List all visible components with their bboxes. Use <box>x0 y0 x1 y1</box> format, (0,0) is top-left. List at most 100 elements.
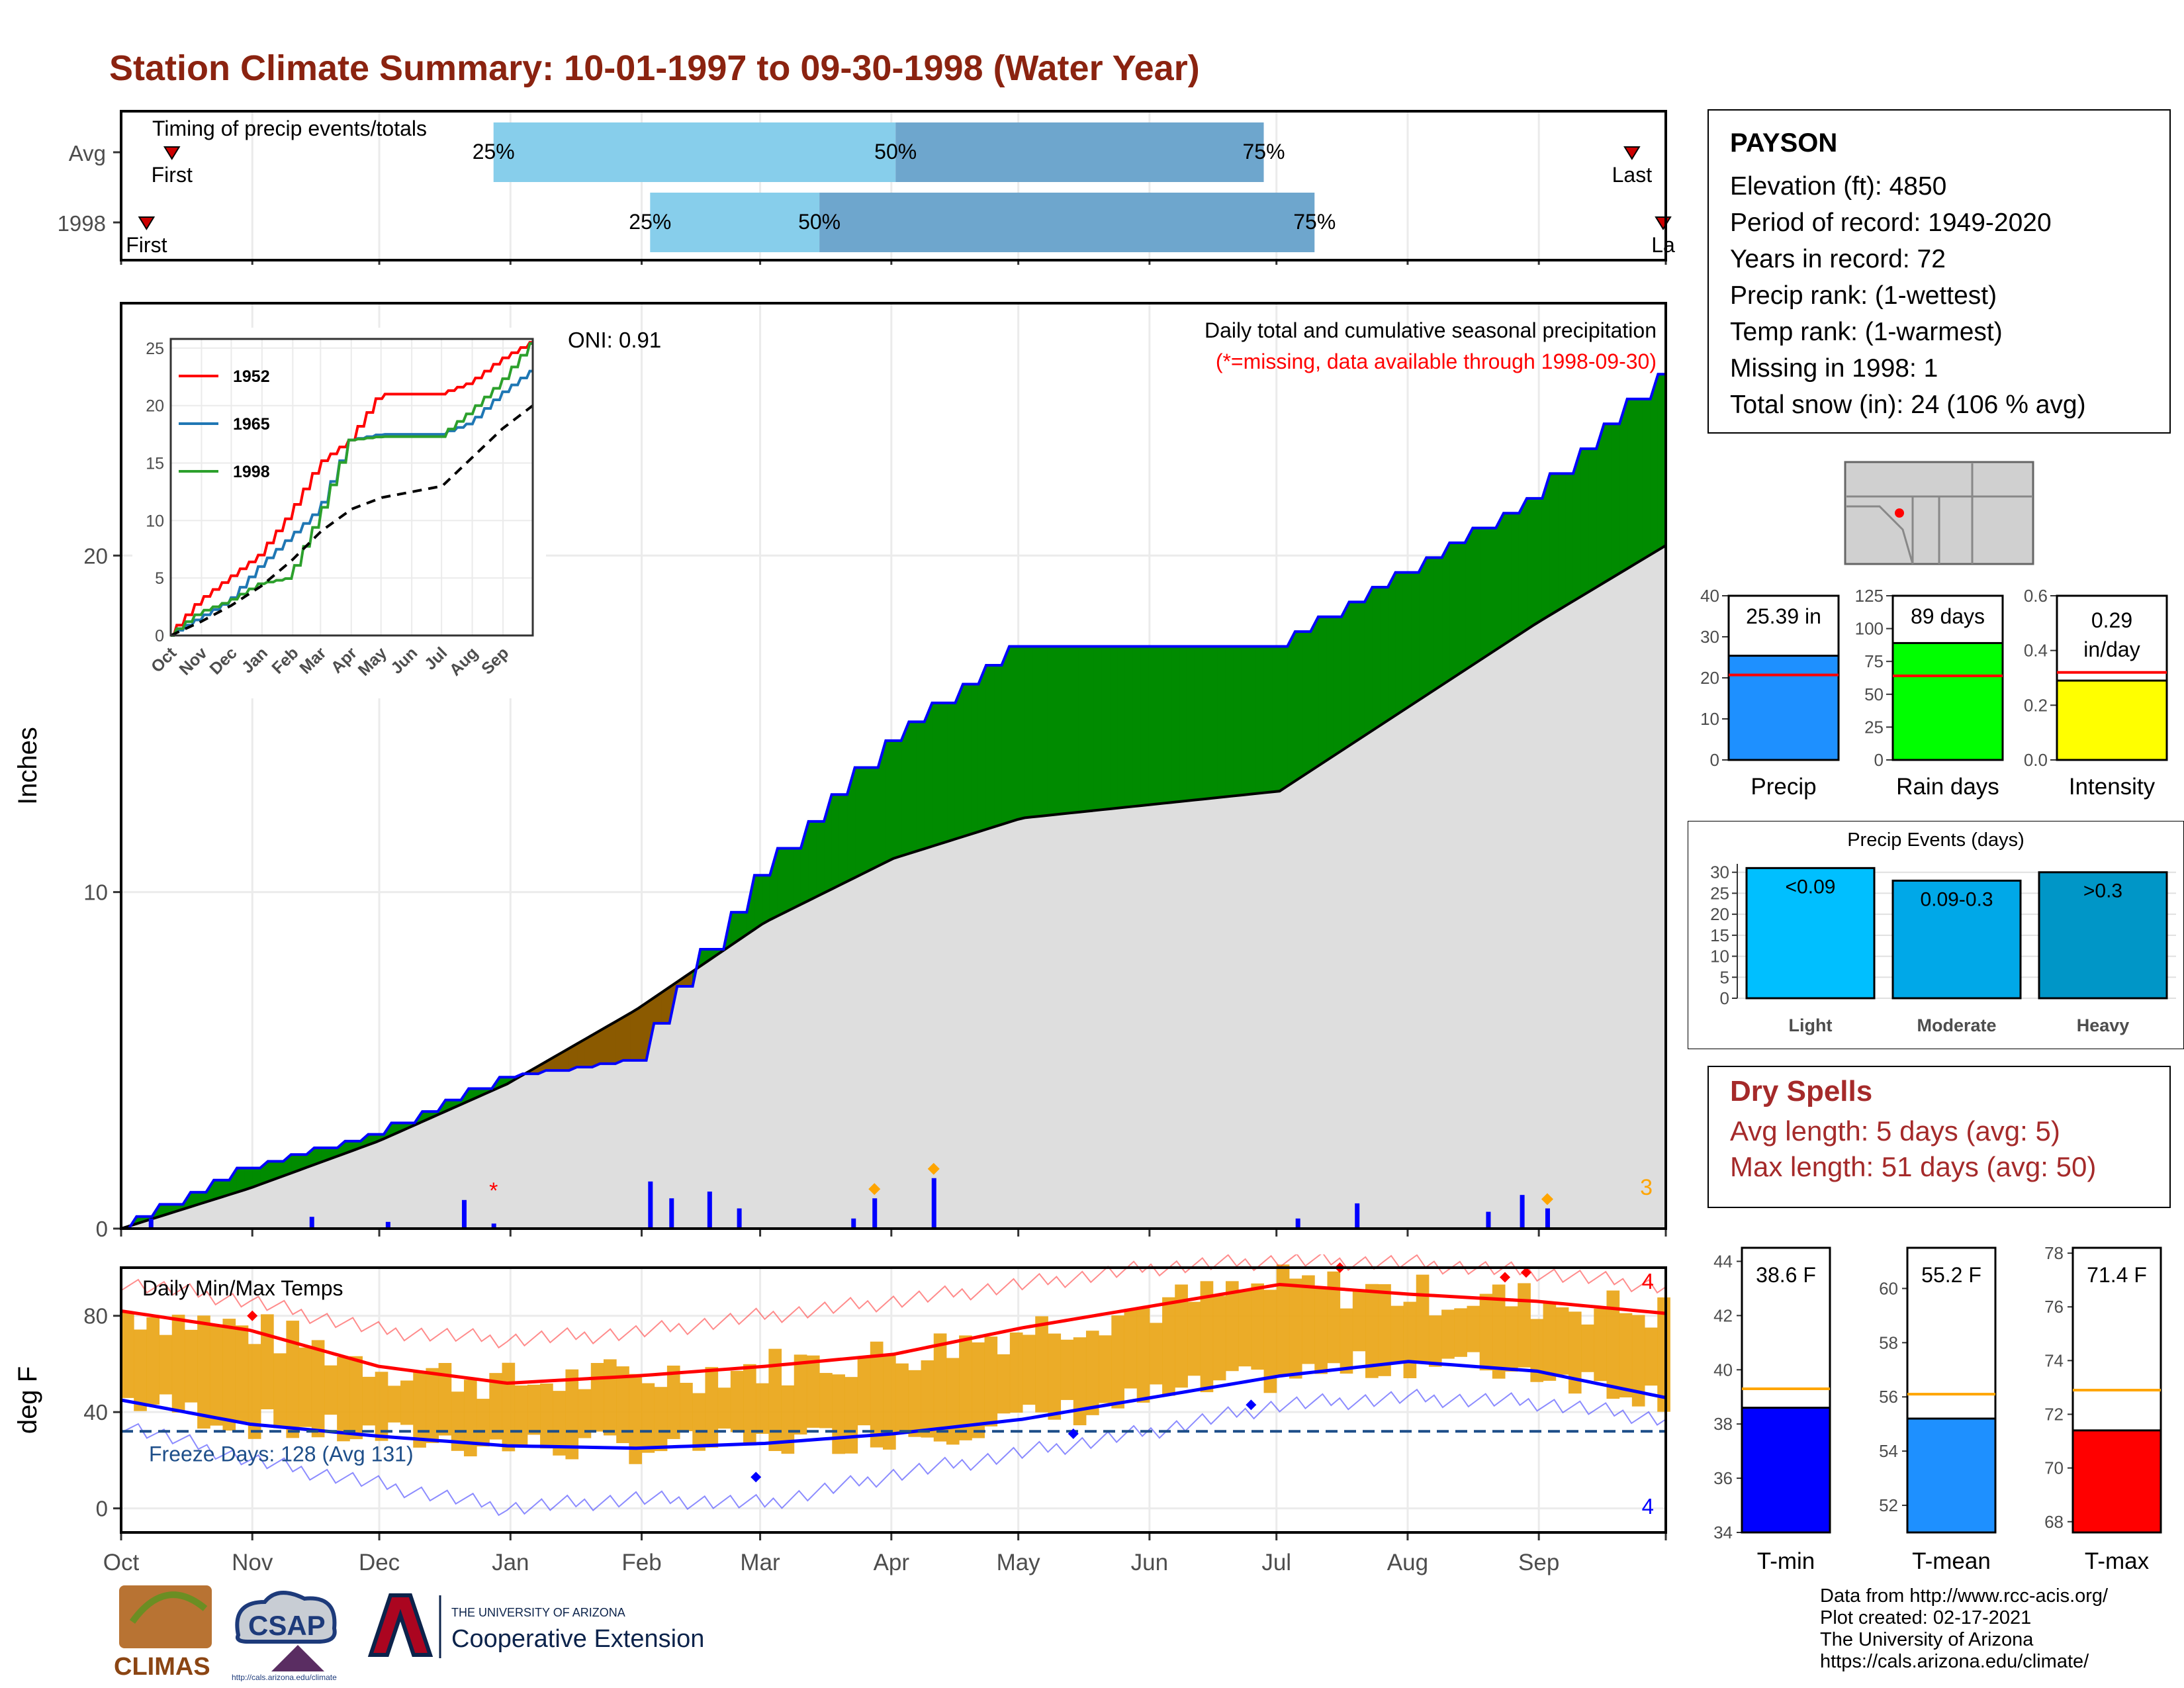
daily-temp-range-bar <box>1441 1309 1455 1359</box>
inset-y-tick-label: 20 <box>146 397 164 416</box>
precip-surplus-area <box>1379 586 1388 726</box>
info-missing: Missing in 1998: 1 <box>1730 354 1938 383</box>
daily-temp-range-bar <box>959 1335 972 1440</box>
daily-temp-range-bar <box>1276 1264 1290 1375</box>
precip-surplus-area <box>1047 646 1056 816</box>
precip-surplus-area <box>1140 646 1149 806</box>
temp-bar-y-tick-label: 38 <box>1713 1414 1733 1434</box>
daily-temp-range-bar <box>565 1369 579 1460</box>
daily-temp-range-bar <box>717 1387 731 1429</box>
daily-temp-range-bar <box>781 1385 795 1454</box>
credits: Data from http://www.rcc-acis.org/ Plot … <box>1820 1585 2108 1673</box>
precip-surplus-area <box>1326 616 1334 762</box>
summary-y-tick-label: 125 <box>1855 586 1884 606</box>
precip-surplus-area <box>978 665 987 833</box>
daily-precip-bar <box>309 1217 314 1229</box>
precip-deficit-area <box>623 1012 631 1061</box>
events-bar-label: <0.09 <box>1786 876 1836 898</box>
precip-surplus-area <box>1225 646 1234 798</box>
station-name: PAYSON <box>1730 128 1838 158</box>
precip-surplus-area <box>808 821 817 902</box>
temp-bar-y-tick-label: 60 <box>1879 1278 1898 1298</box>
temp-bar-y-tick-label: 78 <box>2044 1243 2064 1263</box>
month-label: May <box>997 1550 1041 1575</box>
info-elevation: Elevation (ft): 4850 <box>1730 172 1947 201</box>
inset-legend-label: 1952 <box>233 367 270 386</box>
precip-surplus-area <box>1063 646 1071 814</box>
temp-chart: Oct Nov Dec Jan Feb Mar Apr May Jun Jul Aug Sep 0 40 8… <box>13 1254 1670 1575</box>
summary-bar-precip <box>1727 655 1840 761</box>
daily-temp-range-bar <box>413 1372 426 1448</box>
precip-surplus-area <box>1619 399 1628 574</box>
precip-surplus-area <box>1433 557 1443 691</box>
daily-temp-range-bar <box>768 1348 782 1452</box>
precip-surplus-area <box>939 702 948 845</box>
temp-bar-y-tick-label: 40 <box>1713 1360 1733 1380</box>
daily-temp-range-bar <box>1200 1281 1214 1393</box>
daily-temp-range-bar <box>286 1321 300 1438</box>
precip-surplus-area <box>1604 423 1612 584</box>
daily-temp-range-bar <box>997 1354 1011 1414</box>
summary-bar-category: Precip <box>1751 774 1816 800</box>
precip-surplus-area <box>924 702 933 849</box>
temp-y-tick-label: 80 <box>83 1304 108 1329</box>
daily-temp-range-bar <box>1492 1284 1506 1379</box>
precip-surplus-area <box>1488 528 1496 656</box>
daily-temp-range-bar <box>819 1373 833 1429</box>
precip-surplus-area <box>1263 646 1273 794</box>
record-precip-marker <box>927 1162 940 1175</box>
temp-bar-y-tick-label: 74 <box>2044 1350 2064 1370</box>
daily-temp-range-bar <box>463 1380 477 1457</box>
temp-bar-y-tick-label: 52 <box>1879 1495 1898 1515</box>
summary-y-tick-label: 25 <box>1864 717 1884 737</box>
precip-surplus-area <box>1186 646 1195 802</box>
daily-temp-range-bar <box>235 1325 249 1422</box>
csap-logo-text: CSAP <box>248 1610 326 1641</box>
daily-temp-range-bar <box>756 1383 769 1434</box>
daily-precip-bar <box>648 1181 653 1229</box>
precip-surplus-area <box>1642 399 1651 560</box>
precip-surplus-area <box>1503 512 1512 645</box>
timing-p50-label: 50% <box>798 210 841 234</box>
precip-surplus-area <box>1271 646 1280 792</box>
month-label: Oct <box>103 1550 140 1575</box>
summary-y-tick-label: 20 <box>1700 668 1719 688</box>
precip-surplus-area <box>1650 374 1659 555</box>
temp-y-axis-label: deg F <box>13 1366 42 1434</box>
inset-y-tick-label: 25 <box>146 340 164 358</box>
precip-surplus-area <box>1017 646 1025 820</box>
dry-spells-max: Max length: 51 days (avg: 50) <box>1730 1151 2097 1182</box>
daily-temp-range-bar <box>1530 1319 1544 1382</box>
station-location-marker <box>1895 508 1904 518</box>
last-event-marker <box>1623 146 1641 160</box>
daily-temp-range-bar <box>298 1347 312 1427</box>
precip-surplus-area <box>1302 631 1311 777</box>
precip-surplus-area <box>1410 572 1420 706</box>
daily-temp-range-bar <box>1048 1333 1062 1420</box>
record-min-count: 4 <box>1642 1494 1654 1519</box>
temp-bar-y-tick-label: 34 <box>1713 1523 1733 1542</box>
state-border-az <box>1846 505 1914 565</box>
daily-precip-bar <box>851 1218 856 1229</box>
daily-temp-range-bar <box>1555 1307 1569 1375</box>
precip-surplus-area <box>1356 601 1365 741</box>
timing-p50-label: 50% <box>874 140 917 164</box>
precip-y-tick-label: 0 <box>96 1217 108 1241</box>
temp-bar-y-tick-label: 42 <box>1713 1305 1733 1325</box>
university-of-arizona-logo: THE UNIVERSITY OF ARIZONA Cooperative Ex… <box>367 1593 704 1658</box>
precip-surplus-area <box>1009 646 1018 823</box>
summary-y-tick-label: 0.6 <box>2024 586 2048 606</box>
daily-temp-range-bar <box>844 1377 858 1454</box>
precip-surplus-area <box>931 702 940 847</box>
daily-precip-bar <box>669 1198 674 1229</box>
daily-temp-range-bar <box>870 1341 884 1448</box>
daily-temp-range-bar <box>527 1384 541 1435</box>
temp-bar-value-label: 71.4 F <box>2087 1263 2147 1287</box>
precip-surplus-area <box>870 767 879 870</box>
daily-temp-range-bar <box>933 1333 947 1442</box>
precip-surplus-area <box>1163 646 1172 804</box>
timing-row-label: 1998 <box>58 211 106 236</box>
daily-temp-range-bar <box>1365 1284 1379 1378</box>
precip-surplus-area <box>1580 448 1589 598</box>
daily-temp-range-bar <box>1581 1324 1594 1372</box>
